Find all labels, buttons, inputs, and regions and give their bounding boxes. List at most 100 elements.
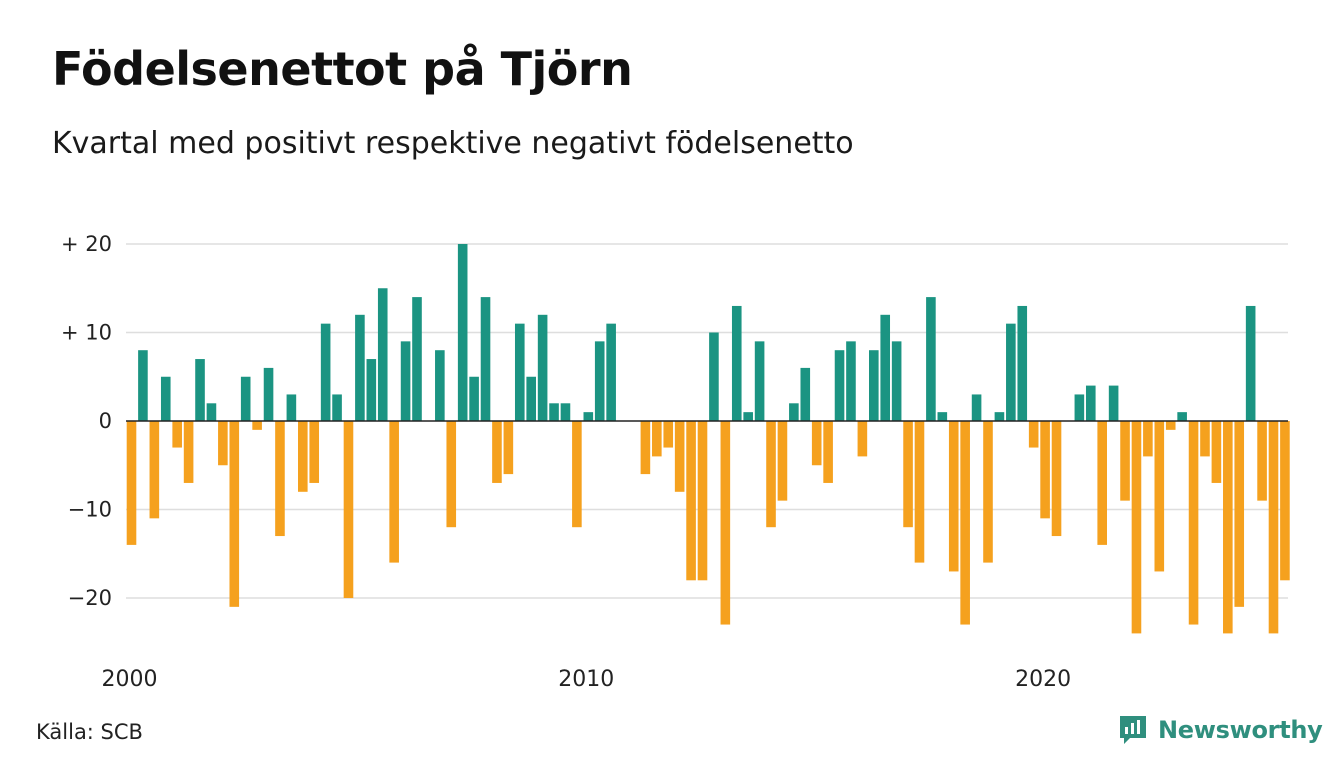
bar [1188,421,1199,625]
bar [240,376,251,421]
bar [1006,323,1016,421]
bar [195,359,205,421]
bar [1085,385,1096,421]
bar [1097,421,1107,545]
bar [377,288,388,421]
bar [777,421,788,501]
bar [126,421,137,545]
bar [309,421,320,483]
bar [343,421,354,598]
bar [275,421,285,537]
bar [1143,421,1153,457]
bar [1108,385,1119,421]
newsworthy-logo-icon [1120,716,1146,744]
bar [183,421,194,483]
bar [526,376,536,421]
bar [640,421,651,475]
y-tick-label: 0 [99,409,112,433]
bar-chart: + 20 + 10 0 −10 −20 2000 2010 2020 [61,232,1290,692]
bars [126,244,1290,634]
bar [446,421,457,528]
bar [652,421,662,457]
bar [594,341,605,421]
bar [834,350,845,421]
bar [731,305,742,421]
bar [1074,394,1085,421]
bar [1028,421,1039,448]
bar [286,394,297,421]
bar [823,421,833,483]
bar [994,412,1005,421]
bar [412,297,422,421]
chart-title: Födelsenettot på Tjörn [52,42,633,96]
bar [789,403,799,421]
bar [937,412,948,421]
bar [800,367,811,421]
bar [697,421,708,581]
bar [206,403,217,421]
bar [218,421,228,466]
bar [891,341,902,421]
bar [1211,421,1222,483]
bar [1223,421,1233,634]
bar [252,421,262,430]
bar [948,421,959,572]
bar [469,376,479,421]
y-tick-label: −10 [68,498,112,522]
bar [400,341,411,421]
bar [320,323,331,421]
bar [1120,421,1130,501]
bar [480,297,491,421]
bar [298,421,308,492]
bar [1245,305,1256,421]
source-note: Källa: SCB [36,720,143,744]
bar [720,421,731,625]
bar [857,421,868,457]
bar [492,421,502,483]
bar [686,421,696,581]
bar [149,421,160,519]
bar [263,367,274,421]
bar [229,421,240,607]
x-tick-label: 2010 [558,667,614,692]
y-axis-ticks: + 20 + 10 0 −10 −20 [61,232,112,610]
chart-subtitle: Kvartal med positivt respektive negativt… [52,126,854,161]
x-axis-ticks: 2000 2010 2020 [102,667,1072,692]
bar [457,244,468,421]
x-tick-label: 2020 [1015,667,1071,692]
newsworthy-logo[interactable]: Newsworthy [1118,714,1323,746]
bar [914,421,925,563]
y-tick-label: + 20 [61,232,112,256]
bar [983,421,993,563]
x-tick-label: 2000 [102,667,158,692]
bar [560,403,571,421]
bar [1165,421,1176,430]
bar [811,421,822,466]
bar [1131,421,1142,634]
bar [549,403,559,421]
bar [903,421,913,528]
bar [846,341,856,421]
bar [1268,421,1279,634]
bar [1154,421,1165,572]
bar [138,350,148,421]
bar [1234,421,1245,607]
bar [503,421,514,475]
bar [880,314,891,421]
bar [514,323,525,421]
bar [960,421,970,625]
bar [709,332,719,421]
bar [1257,421,1267,501]
bar [172,421,182,448]
bar [389,421,399,563]
bar [435,350,445,421]
bar [926,297,936,421]
bar [1040,421,1050,519]
y-tick-label: −20 [68,586,112,610]
bar [537,314,548,421]
bar [869,350,879,421]
bar [674,421,685,492]
brand-name: Newsworthy [1158,716,1323,744]
bar [606,323,616,421]
bar [160,376,171,421]
